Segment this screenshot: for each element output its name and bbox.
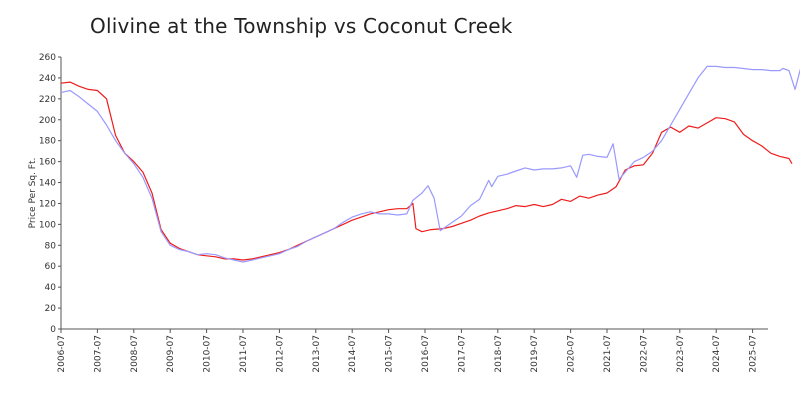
x-tick-label: 2018-07: [494, 335, 504, 373]
x-tick-label: 2016-07: [421, 335, 431, 373]
y-tick-label: 160: [39, 158, 56, 168]
y-tick-label: 20: [45, 304, 57, 314]
y-axis-ticks: 0 20 40 60 80 100 120 140 160 180 200 220 240 260: [39, 53, 61, 335]
x-tick-label: 2006-07: [57, 335, 67, 373]
series-layer: [60, 65, 800, 263]
y-tick-label: 0: [50, 325, 56, 335]
y-tick-label: 60: [45, 262, 57, 272]
y-tick-label: 180: [39, 137, 56, 147]
y-tick-label: 140: [39, 179, 56, 189]
x-tick-label: 2021-07: [603, 335, 613, 373]
x-tick-label: 2014-07: [348, 335, 358, 373]
chart-title: Olivine at the Township vs Coconut Creek: [90, 14, 513, 38]
x-tick-label: 2009-07: [166, 335, 176, 373]
y-tick-label: 100: [39, 220, 56, 230]
x-tick-label: 2024-07: [712, 335, 722, 373]
y-tick-label: 220: [39, 95, 56, 105]
y-tick-label: 240: [39, 74, 56, 84]
y-axis-title: Price Per Sq. Ft.: [28, 158, 38, 229]
x-tick-label: 2025-07: [749, 335, 759, 373]
y-tick-label: 260: [39, 53, 56, 63]
x-tick-label: 2023-07: [676, 335, 686, 373]
y-tick-label: 120: [39, 199, 56, 209]
y-tick-label: 40: [45, 283, 57, 293]
x-tick-label: 2022-07: [639, 335, 649, 373]
x-tick-label: 2020-07: [567, 335, 577, 373]
series-line-1: [60, 81, 793, 261]
x-tick-label: 2019-07: [530, 335, 540, 373]
x-tick-label: 2013-07: [312, 335, 322, 373]
x-tick-label: 2007-07: [93, 335, 103, 373]
y-tick-label: 80: [45, 241, 57, 251]
x-tick-label: 2008-07: [130, 335, 140, 373]
x-tick-label: 2011-07: [239, 335, 249, 373]
x-tick-label: 2012-07: [275, 335, 285, 373]
series-line-2: [60, 65, 800, 263]
x-tick-label: 2010-07: [203, 335, 213, 373]
y-tick-label: 200: [39, 116, 56, 126]
y-axis-title-group: Price Per Sq. Ft.: [28, 158, 38, 229]
x-tick-label: 2017-07: [457, 335, 467, 373]
x-axis-ticks: 2006-07 2007-07 2008-07 2009-07 2010-07 2011-…: [57, 329, 759, 373]
x-tick-label: 2015-07: [385, 335, 395, 373]
